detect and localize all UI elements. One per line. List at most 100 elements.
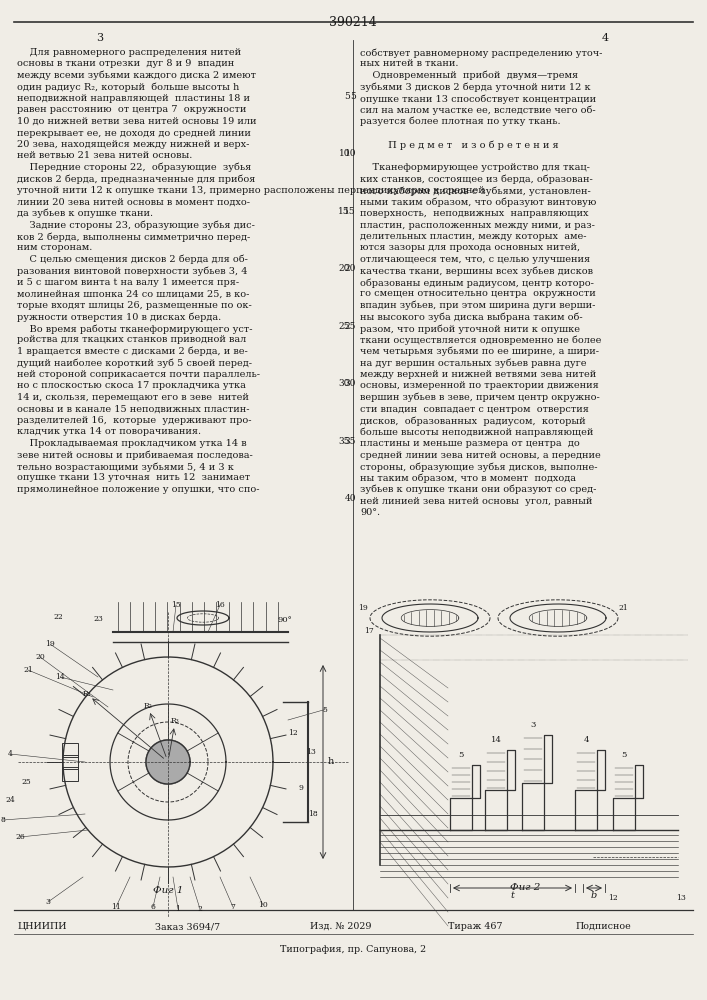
Text: 19: 19 bbox=[358, 604, 368, 612]
Text: 3: 3 bbox=[530, 721, 536, 729]
Text: 90°: 90° bbox=[278, 616, 293, 624]
Text: П р е д м е т   и з о б р е т е н и я: П р е д м е т и з о б р е т е н и я bbox=[360, 140, 559, 149]
Text: чем четырьмя зубьями по ее ширине, а шири-: чем четырьмя зубьями по ее ширине, а шир… bbox=[360, 347, 599, 357]
Text: торые входят шлицы 26, размещенные по ок-: торые входят шлицы 26, размещенные по ок… bbox=[17, 301, 252, 310]
Text: 10 до нижней ветви зева нитей основы 19 или: 10 до нижней ветви зева нитей основы 19 … bbox=[17, 117, 257, 126]
Text: ких станков, состоящее из берда, образован-: ких станков, состоящее из берда, образов… bbox=[360, 174, 592, 184]
Text: Фиг 1: Фиг 1 bbox=[153, 886, 183, 895]
Text: Подписное: Подписное bbox=[575, 922, 631, 931]
Text: 25: 25 bbox=[344, 322, 356, 331]
Text: 3: 3 bbox=[96, 33, 103, 43]
Text: опушке ткани 13 уточная  нить 12  занимает: опушке ткани 13 уточная нить 12 занимает bbox=[17, 474, 250, 483]
Text: ных нитей в ткани.: ных нитей в ткани. bbox=[360, 60, 459, 68]
Text: 13: 13 bbox=[306, 748, 316, 756]
Text: го смещен относительно центра  окружности: го смещен относительно центра окружности bbox=[360, 290, 596, 298]
Text: и 5 с шагом винта t на валу 1 имеется пря-: и 5 с шагом винта t на валу 1 имеется пр… bbox=[17, 278, 239, 287]
Text: 35: 35 bbox=[339, 437, 350, 446]
Text: 90°.: 90°. bbox=[360, 508, 380, 517]
Text: 4: 4 bbox=[602, 33, 609, 43]
Text: 5: 5 bbox=[458, 751, 464, 759]
Text: 16: 16 bbox=[215, 601, 225, 609]
Text: 12: 12 bbox=[288, 729, 298, 737]
Text: Прокладываемая прокладчиком утка 14 в: Прокладываемая прокладчиком утка 14 в bbox=[17, 439, 247, 448]
Text: делительных пластин, между которых  аме-: делительных пластин, между которых аме- bbox=[360, 232, 587, 241]
Text: 15: 15 bbox=[344, 207, 356, 216]
Text: Изд. № 2029: Изд. № 2029 bbox=[310, 922, 371, 931]
Text: дисков 2 берда, предназначенные для прибоя: дисков 2 берда, предназначенные для приб… bbox=[17, 174, 255, 184]
Text: t: t bbox=[510, 891, 515, 900]
Text: между всеми зубьями каждого диска 2 имеют: между всеми зубьями каждого диска 2 имею… bbox=[17, 71, 256, 81]
Text: Фиг 2: Фиг 2 bbox=[510, 883, 540, 892]
Text: 10: 10 bbox=[339, 149, 350, 158]
Text: Одновременный  прибой  двумя—тремя: Одновременный прибой двумя—тремя bbox=[360, 71, 578, 81]
Text: 21: 21 bbox=[23, 666, 33, 674]
Text: 14 и, скользя, перемещают его в зеве  нитей: 14 и, скользя, перемещают его в зеве нит… bbox=[17, 393, 249, 402]
Text: ткани осуществляется одновременно не более: ткани осуществляется одновременно не бол… bbox=[360, 336, 602, 345]
Text: 18: 18 bbox=[308, 810, 318, 818]
Text: 19: 19 bbox=[45, 640, 55, 648]
Text: ней ветвью 21 зева нитей основы.: ней ветвью 21 зева нитей основы. bbox=[17, 151, 192, 160]
Text: 2: 2 bbox=[197, 905, 202, 913]
Text: 15: 15 bbox=[339, 207, 350, 216]
Text: перекрывает ее, не доходя до средней линии: перекрывает ее, не доходя до средней лин… bbox=[17, 128, 251, 137]
Text: 1 вращается вместе с дисками 2 берда, и ве-: 1 вращается вместе с дисками 2 берда, и … bbox=[17, 347, 247, 357]
Text: h: h bbox=[328, 758, 334, 766]
Text: 26: 26 bbox=[15, 833, 25, 841]
Text: ными таким образом, что образуют винтовую: ными таким образом, что образуют винтову… bbox=[360, 198, 597, 207]
Text: 14: 14 bbox=[55, 673, 65, 681]
Text: на дуг вершин остальных зубьев равна дуге: на дуг вершин остальных зубьев равна дуг… bbox=[360, 359, 587, 368]
Text: ЦНИИПИ: ЦНИИПИ bbox=[18, 922, 67, 931]
Text: Заказ 3694/7: Заказ 3694/7 bbox=[155, 922, 220, 931]
Text: разования винтовой поверхности зубьев 3, 4: разования винтовой поверхности зубьев 3,… bbox=[17, 266, 247, 276]
Text: Типография, пр. Сапунова, 2: Типография, пр. Сапунова, 2 bbox=[280, 945, 426, 954]
Text: ним сторонам.: ним сторонам. bbox=[17, 243, 93, 252]
Bar bbox=[62, 755, 78, 769]
Text: качества ткани, вершины всех зубьев дисков: качества ткани, вершины всех зубьев диск… bbox=[360, 266, 593, 276]
Text: зубьев к опушке ткани они образуют со сред-: зубьев к опушке ткани они образуют со ср… bbox=[360, 485, 597, 494]
Text: ются зазоры для прохода основных нитей,: ются зазоры для прохода основных нитей, bbox=[360, 243, 580, 252]
Text: поверхность,  неподвижных  направляющих: поверхность, неподвижных направляющих bbox=[360, 209, 588, 218]
Text: образованы единым радиусом, центр которо-: образованы единым радиусом, центр которо… bbox=[360, 278, 594, 288]
Text: 25: 25 bbox=[21, 778, 31, 786]
Text: 5: 5 bbox=[621, 751, 626, 759]
Text: 1: 1 bbox=[175, 905, 180, 913]
Text: 40: 40 bbox=[344, 494, 356, 503]
Text: ней линией зева нитей основы  угол, равный: ней линией зева нитей основы угол, равны… bbox=[360, 496, 592, 506]
Text: да зубьев к опушке ткани.: да зубьев к опушке ткани. bbox=[17, 209, 153, 219]
Text: Для равномерного распределения нитей: Для равномерного распределения нитей bbox=[17, 48, 241, 57]
Text: основы в ткани отрезки  дуг 8 и 9  впадин: основы в ткани отрезки дуг 8 и 9 впадин bbox=[17, 60, 234, 68]
Text: прямолинейное положение у опушки, что спо-: прямолинейное положение у опушки, что сп… bbox=[17, 485, 259, 494]
Text: неподвижной направляющей  пластины 18 и: неподвижной направляющей пластины 18 и bbox=[17, 94, 250, 103]
Text: 30: 30 bbox=[344, 379, 356, 388]
Text: R₂: R₂ bbox=[144, 702, 152, 710]
Text: разделителей 16,  которые  удерживают про-: разделителей 16, которые удерживают про- bbox=[17, 416, 252, 425]
Text: 35: 35 bbox=[344, 437, 356, 446]
Text: 6: 6 bbox=[151, 903, 156, 911]
Text: 17: 17 bbox=[364, 627, 374, 635]
Text: 24: 24 bbox=[5, 796, 15, 804]
Text: собствует равномерному распределению уточ-: собствует равномерному распределению уто… bbox=[360, 48, 602, 57]
Text: ного набором дисков с зубьями, установлен-: ного набором дисков с зубьями, установле… bbox=[360, 186, 591, 196]
Polygon shape bbox=[146, 740, 190, 784]
Text: 21: 21 bbox=[618, 604, 628, 612]
Text: уточной нити 12 к опушке ткани 13, примерно расположены перпендикулярно к средне: уточной нити 12 к опушке ткани 13, приме… bbox=[17, 186, 485, 195]
Text: пластины и меньше размера от центра  до: пластины и меньше размера от центра до bbox=[360, 439, 580, 448]
Text: 20 зева, находящейся между нижней и верх-: 20 зева, находящейся между нижней и верх… bbox=[17, 140, 250, 149]
Text: 4: 4 bbox=[583, 736, 589, 744]
Text: 9: 9 bbox=[298, 784, 303, 792]
Text: 14: 14 bbox=[491, 736, 501, 744]
Text: дисков,  образованных  радиусом,  который: дисков, образованных радиусом, который bbox=[360, 416, 585, 426]
Text: дущий наиболее короткий зуб 5 своей перед-: дущий наиболее короткий зуб 5 своей пере… bbox=[17, 359, 252, 368]
Text: вершин зубьев в зеве, причем центр окружно-: вершин зубьев в зеве, причем центр окруж… bbox=[360, 393, 600, 402]
Text: 23: 23 bbox=[93, 615, 103, 623]
Text: но с плоскостью скоса 17 прокладчика утка: но с плоскостью скоса 17 прокладчика утк… bbox=[17, 381, 246, 390]
Text: 20: 20 bbox=[339, 264, 350, 273]
Text: 5: 5 bbox=[322, 706, 327, 714]
Text: 20: 20 bbox=[344, 264, 356, 273]
Text: 8: 8 bbox=[1, 816, 6, 824]
Text: между верхней и нижней ветвями зева нитей: между верхней и нижней ветвями зева ните… bbox=[360, 370, 596, 379]
Bar bbox=[62, 767, 78, 781]
Text: R₃: R₃ bbox=[171, 717, 180, 725]
Text: основы, измеренной по траектории движения: основы, измеренной по траектории движени… bbox=[360, 381, 599, 390]
Text: 10: 10 bbox=[344, 149, 356, 158]
